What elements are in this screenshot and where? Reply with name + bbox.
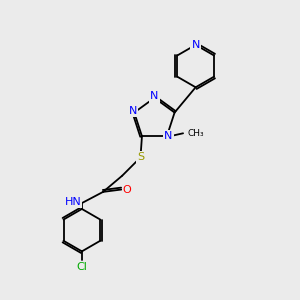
Text: Cl: Cl	[76, 262, 87, 272]
Text: S: S	[137, 152, 144, 162]
Text: N: N	[191, 40, 200, 50]
Text: N: N	[164, 131, 172, 141]
Text: N: N	[129, 106, 137, 116]
Text: N: N	[150, 92, 159, 101]
Text: HN: HN	[64, 196, 81, 207]
Text: O: O	[123, 184, 132, 194]
Text: CH₃: CH₃	[188, 129, 204, 138]
